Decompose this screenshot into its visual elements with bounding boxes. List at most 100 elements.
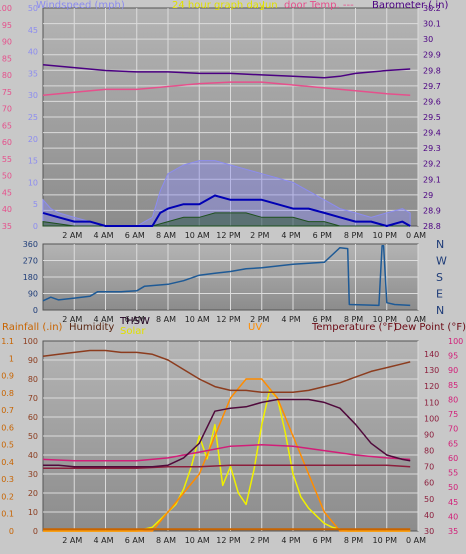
barometer-tick-label: 29.3: [423, 144, 441, 153]
temperature-tick-label: 110: [424, 398, 439, 407]
p3-x-tick-label: 4 AM: [93, 536, 113, 545]
humidity-tick-label: 60: [28, 413, 38, 422]
dewpoint-tick-label: 40: [448, 512, 458, 521]
humidity-tick-label: 70: [28, 394, 38, 403]
barometer-tick-label: 30.2: [423, 4, 441, 13]
windspeed-tick-label: 25: [28, 113, 38, 122]
temperature-scale-tick-label: 40: [2, 205, 12, 214]
p1-x-tick-label: 10 AM: [185, 231, 210, 240]
temperature-scale-tick-label: 35: [2, 222, 12, 231]
windspeed-tick-label: 30: [28, 91, 38, 100]
p1-x-tick-label: 8 AM: [156, 231, 176, 240]
temperature-scale-tick-label: 75: [2, 88, 12, 97]
barometer-tick-label: 29.5: [423, 113, 441, 122]
p2-x-tick-label: 10 PM: [373, 315, 398, 324]
uv-label: UV: [248, 322, 262, 333]
p1-x-tick-label: 0 AM: [406, 231, 426, 240]
barometer-tick-label: 28.8: [423, 222, 441, 231]
windspeed-tick-label: 40: [28, 48, 38, 57]
p2-x-tick-label: 0 AM: [406, 315, 426, 324]
humidity-series: [42, 349, 411, 394]
barometer-tick-label: 29.7: [423, 82, 441, 91]
temperature-scale-tick-label: 100: [0, 4, 12, 13]
wind-direction-series: [42, 245, 411, 307]
p1-x-tick-label: 2 PM: [250, 231, 269, 240]
dewpoint-tick-label: 95: [448, 352, 458, 361]
temperature-scale-tick-label: 80: [2, 71, 12, 80]
barometer-tick-label: 30.1: [423, 20, 441, 29]
barometer-axis-label: Barometer (.in): [372, 0, 448, 11]
rainfall-tick-label: 0.3: [1, 475, 14, 484]
barometer-series: [42, 63, 411, 79]
dewpoint-tick-label: 90: [448, 366, 458, 375]
rainfall-axis-label: Rainfall (.in): [2, 322, 63, 333]
p2-x-tick-label: 8 AM: [156, 315, 176, 324]
windspeed-tick-label: 0: [33, 222, 38, 231]
rainfall-tick-label: 0.2: [1, 492, 14, 501]
compass-label: E: [436, 288, 443, 301]
p1-x-tick-label: 2 AM: [62, 231, 82, 240]
temperature-tick-label: 120: [424, 382, 439, 391]
dewpoint-tick-label: 80: [448, 395, 458, 404]
wind-baro-panel: 0 5 10 15 20 25 30 35 40 45 50 35 40 45 50 55 60 65 70 75 8…: [0, 0, 448, 240]
temperature-panel: 0 0.1 0.2 0.3 0.4 0.5 0.6 0.7 0.8 0.9 1 1.1 0 10 20 30…: [1, 316, 466, 545]
rainfall-tick-label: 1: [9, 354, 14, 363]
thsw-label: THSW: [119, 316, 150, 327]
barometer-tick-label: 29.8: [423, 66, 441, 75]
humidity-tick-label: 50: [28, 432, 38, 441]
humidity-tick-label: 20: [28, 489, 38, 498]
barometer-tick-label: 29.2: [423, 160, 441, 169]
barometer-tick-label: 29.6: [423, 97, 441, 106]
barometer-tick-label: 29: [423, 191, 433, 200]
barometer-tick-label: 28.9: [423, 206, 441, 215]
windspeed-tick-label: 10: [28, 178, 38, 187]
rainfall-tick-label: 0.5: [1, 441, 14, 450]
temperature-tick-label: 50: [424, 495, 434, 504]
direction-tick-label: 180: [23, 273, 38, 282]
temperature-axis-label: Temperature (°F): [311, 322, 397, 333]
humidity-tick-label: 0: [33, 527, 38, 536]
p2-x-tick-label: 8 PM: [344, 315, 363, 324]
temperature-scale-tick-label: 70: [2, 105, 12, 114]
rainfall-tick-label: 0.6: [1, 423, 14, 432]
p3-x-tick-label: 2 PM: [250, 536, 269, 545]
temperature-tick-label: 140: [424, 350, 439, 359]
humidity-tick-label: 100: [23, 337, 38, 346]
temperature-scale-tick-label: 85: [2, 54, 12, 63]
direction-tick-label: 90: [28, 290, 38, 299]
p2-x-tick-label: 4 AM: [93, 315, 113, 324]
outdoor-temp-series: [42, 81, 411, 96]
barometer-tick-label: 29.4: [423, 129, 441, 138]
dewpoint-axis-label: Dew Point (°F): [394, 322, 466, 333]
humidity-tick-label: 30: [28, 470, 38, 479]
dewpoint-tick-label: 100: [448, 337, 463, 346]
windspeed-tick-label: 15: [28, 157, 38, 166]
windspeed-tick-label: 35: [28, 69, 38, 78]
rainfall-tick-label: 0.8: [1, 389, 14, 398]
direction-tick-label: 270: [23, 257, 38, 266]
p3-x-tick-label: 0 AM: [406, 536, 426, 545]
humidity-axis-label: Humidity: [69, 322, 114, 333]
chart-title: 24 hour graph day: [172, 0, 265, 11]
p1-x-tick-label: 4 PM: [281, 231, 300, 240]
p3-x-tick-label: 8 PM: [344, 536, 363, 545]
dewpoint-tick-label: 60: [448, 454, 458, 463]
p2-x-tick-label: 10 AM: [185, 315, 210, 324]
p3-x-tick-label: 10 AM: [185, 536, 210, 545]
windspeed-tick-label: 45: [28, 26, 38, 35]
p2-x-tick-label: 2 AM: [62, 315, 82, 324]
solar-label: Solar: [120, 326, 146, 337]
rainfall-tick-label: 0.9: [1, 372, 14, 381]
thsw-series: [43, 398, 411, 468]
p3-x-tick-label: 4 PM: [281, 536, 300, 545]
p2-x-tick-label: 6 PM: [313, 315, 332, 324]
dewpoint-tick-label: 35: [448, 527, 458, 536]
direction-tick-label: 360: [23, 240, 38, 249]
compass-label: N: [436, 304, 444, 317]
temperature-tick-label: 40: [424, 511, 434, 520]
temperature-scale-tick-label: 90: [2, 38, 12, 47]
dewpoint-tick-label: 55: [448, 469, 458, 478]
dewpoint-tick-label: 45: [448, 498, 458, 507]
p1-x-tick-label: 10 PM: [373, 231, 398, 240]
